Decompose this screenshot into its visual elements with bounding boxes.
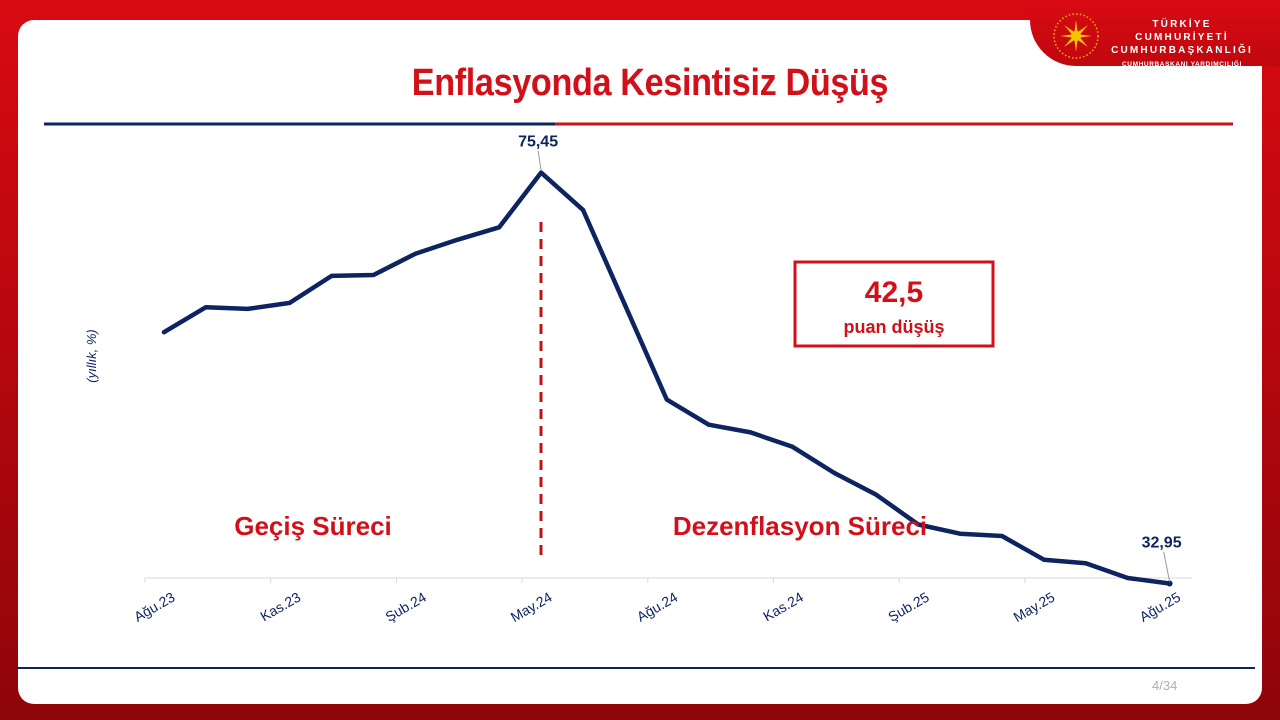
x-tick-label: Ağu.23: [131, 589, 178, 625]
data-point: [581, 207, 585, 212]
data-point: [664, 397, 669, 402]
peak-label-leader: [537, 150, 542, 171]
x-tick-label: Ağu.25: [1137, 589, 1184, 625]
data-point: [1000, 534, 1004, 538]
data-point: [413, 251, 418, 256]
x-tick-label: May.24: [508, 589, 555, 625]
data-point: [371, 273, 376, 277]
slide-title: Enflasyonda Kesintisiz Düşüş: [411, 62, 889, 104]
data-point: [287, 300, 292, 305]
data-point: [748, 430, 753, 435]
data-point: [874, 492, 879, 497]
brand-text: TÜRKİYE CUMHURİYETİ CUMHURBAŞKANLIĞI CUM…: [1108, 18, 1256, 71]
data-point: [455, 237, 460, 242]
x-tick-label: May.25: [1011, 589, 1058, 625]
x-tick-label: Kas.23: [257, 589, 303, 625]
brand-line-3: CUMHURBAŞKANI YARDIMCILIĞI: [1122, 61, 1242, 68]
peak-value-label: 75,45: [518, 134, 558, 151]
data-point: [1166, 580, 1173, 587]
end-value-label: 32,95: [1142, 534, 1182, 551]
data-point: [497, 225, 502, 230]
presidential-seal-icon: [1053, 13, 1099, 59]
slide-card: [18, 20, 1262, 704]
data-point: [916, 522, 921, 527]
end-label-leader: [1163, 551, 1171, 582]
data-point: [245, 306, 250, 311]
brand-line-1: TÜRKİYE CUMHURİYETİ: [1135, 19, 1229, 43]
x-tick-label: Kas.24: [760, 589, 806, 625]
right-region-label: Dezenflasyon Süreci: [673, 511, 927, 541]
x-tick-label: Ağu.24: [634, 589, 681, 625]
drop-callout-value: 42,5: [865, 276, 923, 309]
x-axis-tick-labels: Ağu.23 Kas.23 Şub.24 May.24 Ağu.24 Kas.24 Şub.…: [131, 589, 1183, 625]
data-point: [1125, 576, 1130, 580]
x-tick-label: Şub.25: [885, 589, 932, 625]
inflation-series-points: [162, 170, 1173, 587]
data-point: [539, 170, 544, 175]
y-axis-label: (yıllık, %): [84, 329, 99, 382]
x-tick-label: Şub.24: [382, 589, 429, 625]
data-point: [1083, 561, 1088, 566]
drop-callout-text: puan düşüş: [843, 317, 944, 337]
brand-line-2: CUMHURBAŞKANLIĞI: [1111, 45, 1253, 56]
data-point: [162, 330, 166, 335]
data-point: [203, 305, 208, 310]
data-point: [832, 471, 837, 475]
data-point: [790, 444, 795, 449]
data-point: [329, 273, 334, 278]
data-point: [622, 302, 627, 307]
drop-callout-box: [793, 260, 995, 348]
x-axis-ticks: [144, 578, 1152, 583]
data-point: [958, 531, 963, 536]
left-region-label: Geçiş Süreci: [234, 511, 392, 541]
data-point: [706, 422, 711, 427]
data-point: [1041, 557, 1046, 562]
page-number: 4/34: [1152, 678, 1178, 693]
